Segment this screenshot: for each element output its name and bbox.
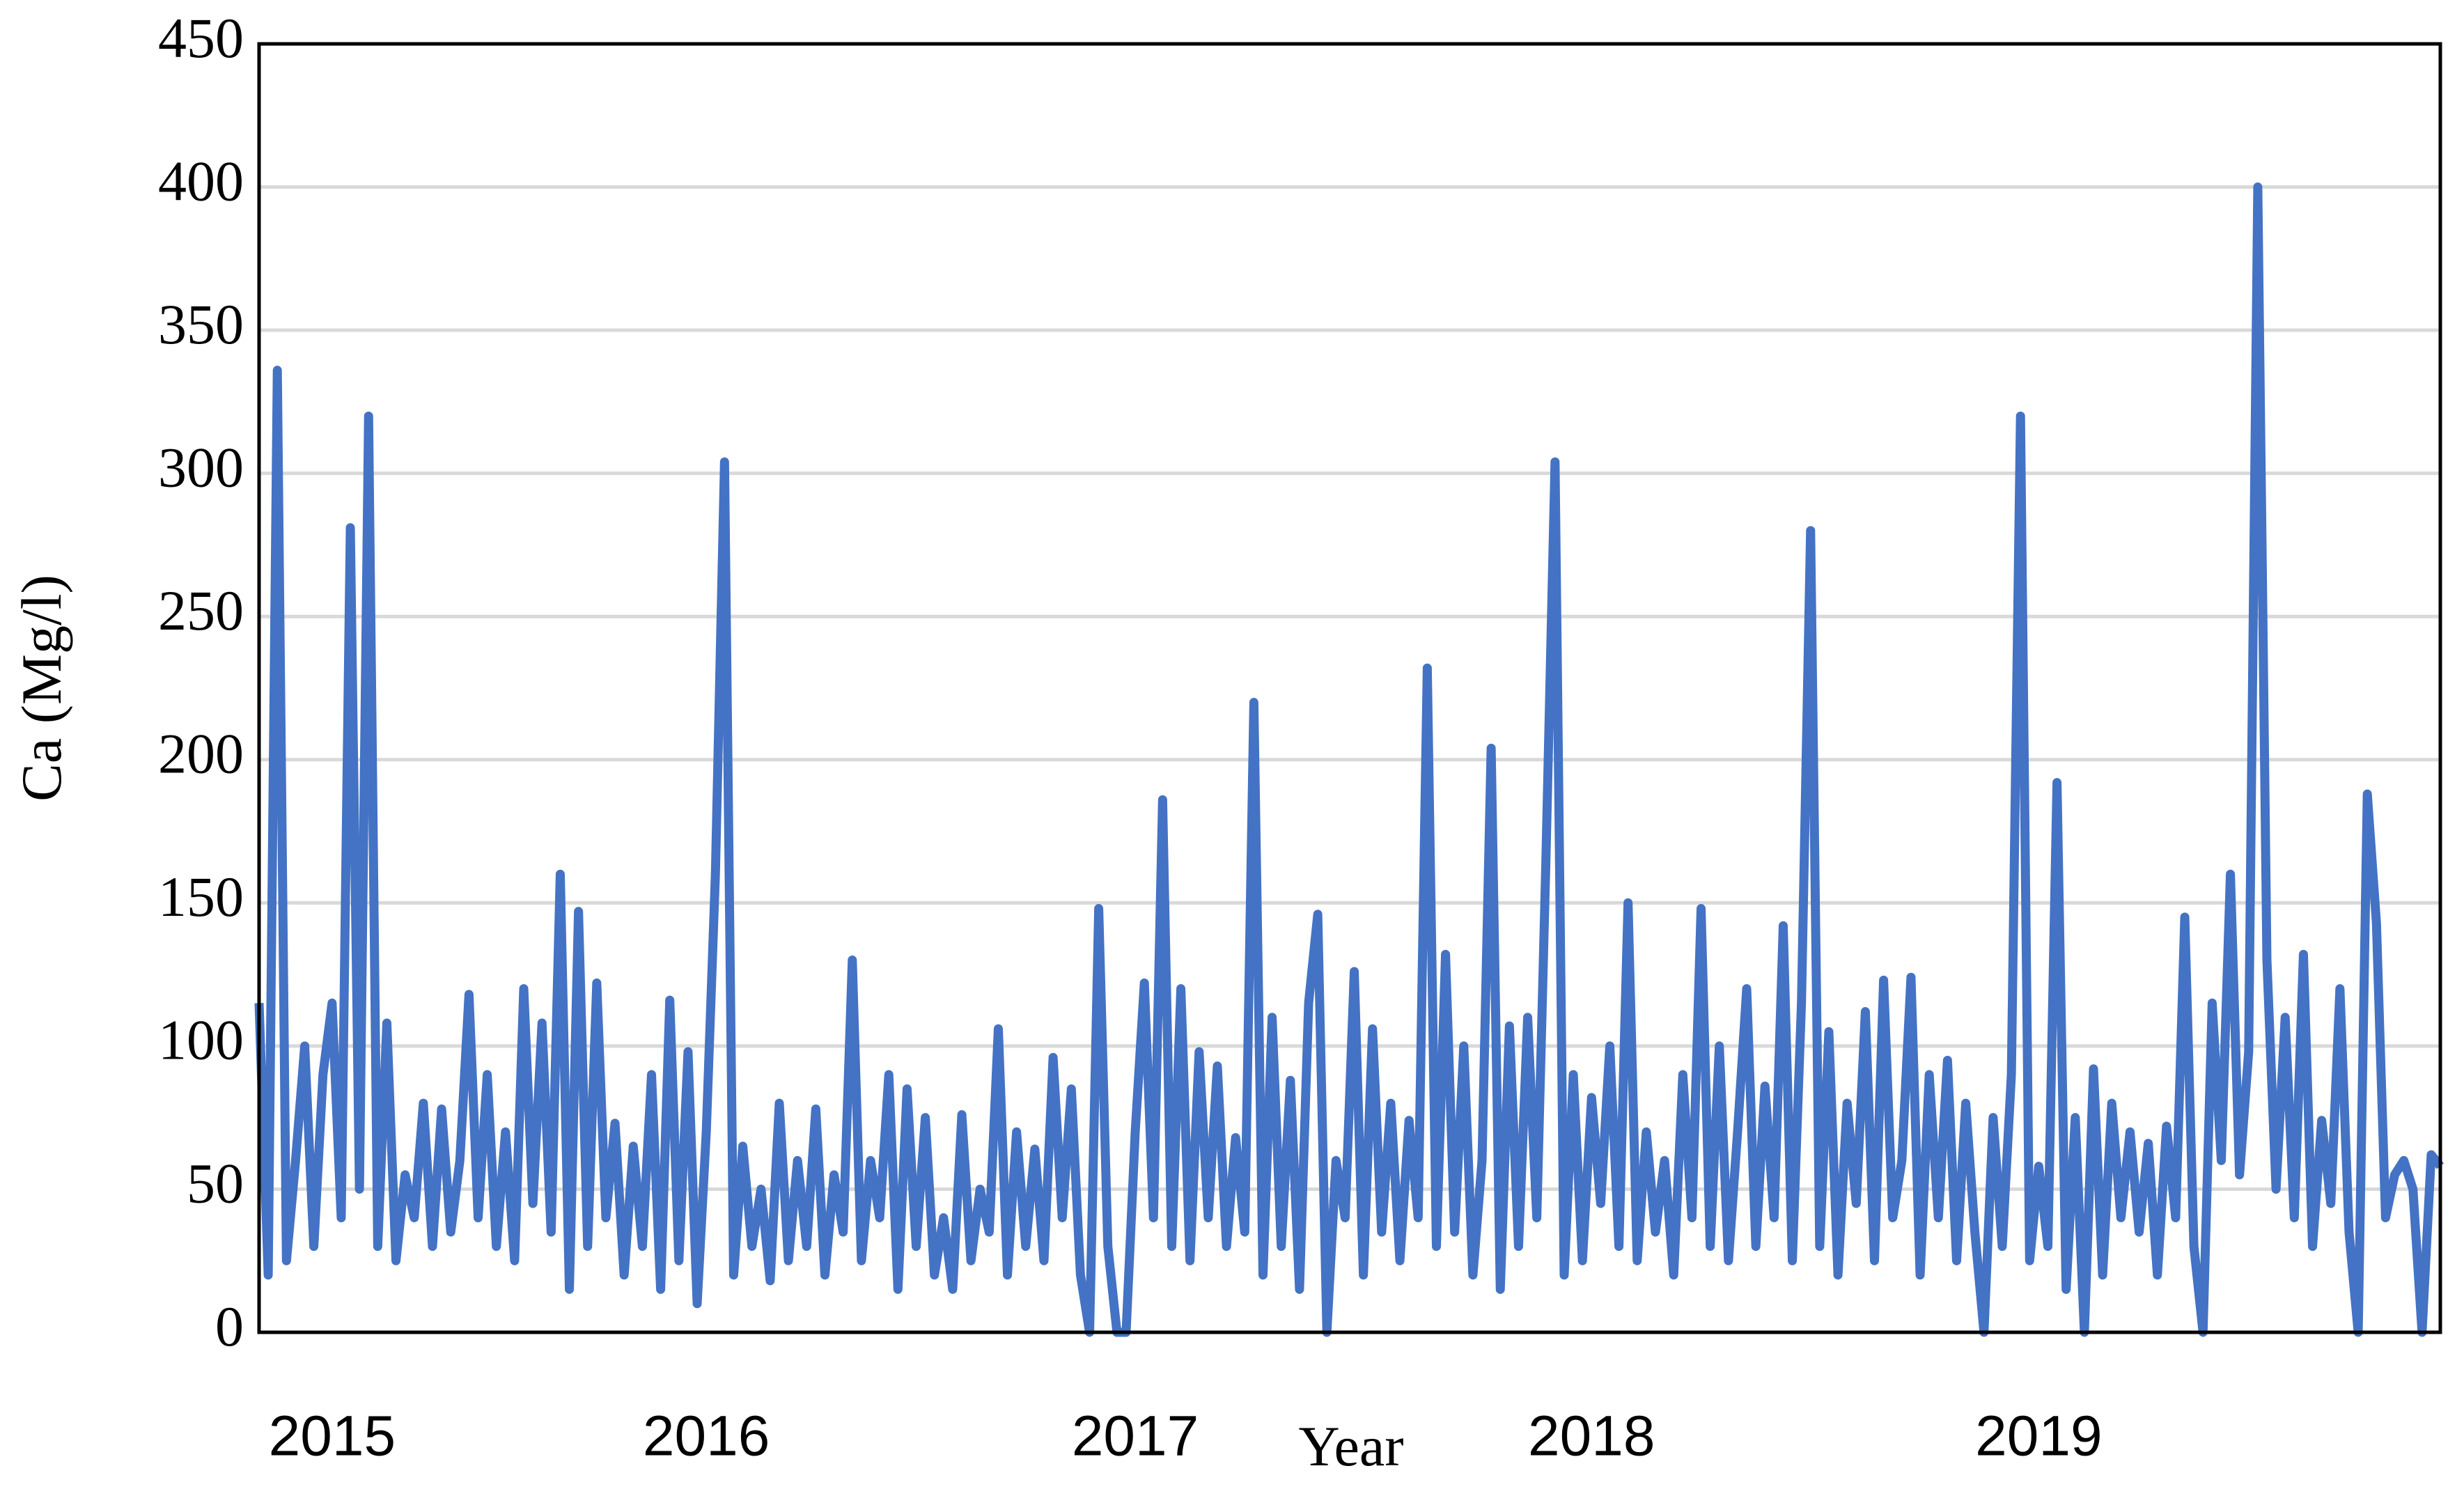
y-tick-label: 100 xyxy=(158,1008,244,1072)
y-tick-label: 350 xyxy=(158,293,244,356)
y-tick-label: 300 xyxy=(158,435,244,499)
y-tick-label: 400 xyxy=(158,149,244,212)
data-line xyxy=(254,182,2444,1337)
x-tick-label: 2016 xyxy=(643,1405,770,1468)
y-tick-label: 450 xyxy=(158,6,244,70)
y-tick-label: 50 xyxy=(187,1151,244,1215)
x-tick-label: 2015 xyxy=(269,1405,396,1468)
x-tick-label: 2017 xyxy=(1072,1405,1199,1468)
y-tick-label: 0 xyxy=(215,1295,244,1358)
y-tick-label: 250 xyxy=(158,579,244,642)
y-axis-label: Ca (Mg/l) xyxy=(10,575,73,802)
y-tick-label: 150 xyxy=(158,865,244,928)
y-tick-label: 200 xyxy=(158,722,244,786)
x-tick-label: 2018 xyxy=(1528,1405,1655,1468)
plot-frame xyxy=(257,42,2442,1334)
x-tick-label: 2019 xyxy=(1975,1405,2102,1468)
x-axis-label: Year xyxy=(1298,1414,1403,1478)
